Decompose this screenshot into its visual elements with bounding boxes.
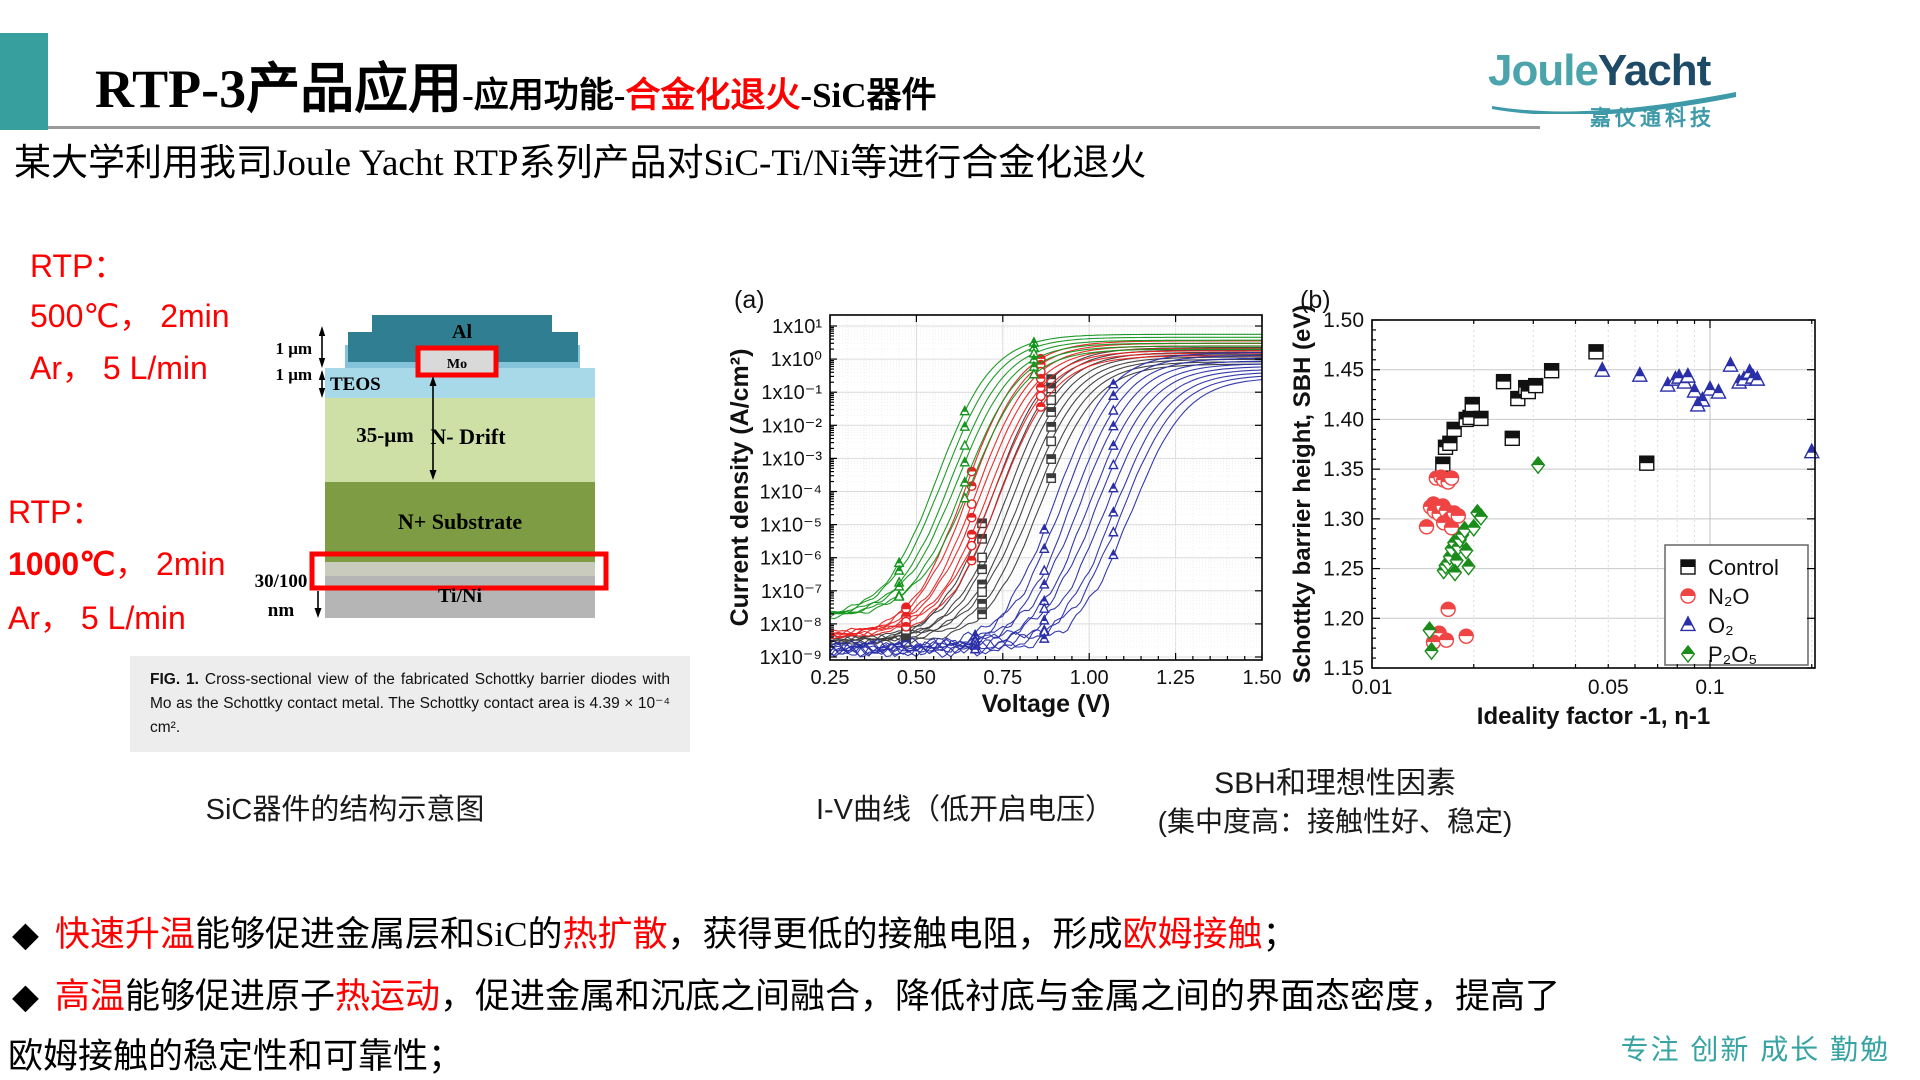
al-label: Al	[452, 321, 472, 343]
svg-text:1.30: 1.30	[1323, 508, 1364, 531]
svg-text:Current density (A/cm²): Current density (A/cm²)	[726, 349, 754, 627]
tini-layer	[325, 576, 595, 618]
tini-interface-highlight	[309, 551, 609, 591]
logo-swoosh-icon	[1492, 92, 1736, 114]
teos-label: TEOS	[330, 374, 381, 395]
company-logo: JouleYacht 嘉仪通科技	[1488, 46, 1748, 130]
drift-dim-label: 35-μm	[356, 423, 414, 447]
svg-text:0.1: 0.1	[1695, 676, 1724, 699]
svg-text:0.25: 0.25	[811, 667, 850, 689]
dim-1um-bottom: 1 μm	[275, 365, 312, 384]
substrate-label: N+ Substrate	[398, 509, 523, 534]
svg-text:1x10⁻⁹: 1x10⁻⁹	[760, 647, 823, 669]
rtp1-line1: RTP：	[30, 248, 126, 284]
bullet-2: ◆ 高温能够促进原子热运动，促进金属和沉底之间融合，降低衬底与金属之间的界面态密度…	[12, 968, 1560, 1019]
fig-caption: FIG. 1. Cross-sectional view of the fabr…	[130, 656, 690, 753]
al-top-layer	[372, 315, 552, 347]
svg-text:N₂O: N₂O	[1708, 584, 1750, 609]
svg-text:1x10⁰: 1x10⁰	[771, 349, 822, 371]
svg-text:1x10⁻¹: 1x10⁻¹	[761, 382, 822, 404]
bullet-2-diamond-icon: ◆	[12, 977, 39, 1016]
svg-text:0.05: 0.05	[1588, 676, 1629, 699]
svg-text:1x10¹: 1x10¹	[772, 316, 822, 338]
title-highlight: 合金化退火	[625, 76, 801, 115]
iv-chart: 1x10¹ 1x10⁰ 1x10⁻¹ 1x10⁻² 1x10⁻³ 1x10⁻⁴ 1x10⁻⁵…	[726, 286, 1282, 718]
tini-label: Ti/Ni	[438, 585, 483, 607]
caption-sbh-line1: SBH和理想性因素	[1214, 767, 1456, 800]
bullet-3: 欧姆接触的稳定性和可靠性；	[8, 1028, 463, 1079]
caption-iv: I-V曲线（低开启电压）	[815, 794, 1115, 826]
footer-motto: 专注 创新 成长 勤勉	[1620, 1034, 1890, 1065]
svg-text:1.00: 1.00	[1070, 667, 1109, 689]
mo-contact-highlight	[415, 345, 499, 378]
mo-label: Mo	[447, 357, 467, 372]
svg-text:1.25: 1.25	[1156, 667, 1195, 689]
bullet-3-text: 欧姆接触的稳定性和可靠性；	[8, 1037, 464, 1076]
bullet-1-diamond-icon: ◆	[12, 915, 39, 954]
bullet-1: ◆ 快速升温能够促进金属层和SiC的热扩散，获得更低的接触电阻，形成欧姆接触；	[12, 906, 1298, 957]
logo-wordmark: JouleYacht	[1488, 46, 1711, 95]
svg-text:Ideality factor -1, η-1: Ideality factor -1, η-1	[1477, 703, 1710, 730]
logo-part2: Yacht	[1597, 46, 1711, 95]
rtp2-line2: 1000℃， 2min	[8, 546, 226, 582]
rtp-annotation-2: RTP： 1000℃， 2min Ar， 5 L/min	[8, 496, 308, 646]
title-main: RTP-3产品应用	[95, 59, 463, 119]
svg-text:1x10⁻²: 1x10⁻²	[761, 415, 822, 437]
svg-text:1x10⁻⁴: 1x10⁻⁴	[759, 482, 822, 504]
rtp2-line1: RTP：	[8, 494, 104, 530]
svg-text:Voltage (V): Voltage (V)	[982, 690, 1111, 718]
logo-part1: Joule	[1488, 46, 1599, 95]
accent-bar	[0, 33, 48, 130]
svg-text:0.50: 0.50	[897, 667, 936, 689]
rtp-annotation-1: RTP： 500℃， 2min Ar， 5 L/min	[30, 250, 290, 390]
title-seg2: -SiC器件	[800, 76, 937, 115]
dimension-arrowheads	[314, 326, 437, 618]
n-substrate-layer	[325, 482, 595, 562]
svg-text:1x10⁻⁸: 1x10⁻⁸	[760, 614, 822, 636]
svg-text:1.45: 1.45	[1323, 359, 1364, 382]
dim-nm: nm	[268, 600, 295, 621]
device-diagram: Al Mo TEOS 35-μm N- Drift N+ Substrate T…	[255, 315, 609, 621]
interface-strip	[325, 562, 595, 576]
svg-text:Control: Control	[1708, 555, 1779, 580]
caption-structure: SiC器件的结构示意图	[205, 794, 485, 826]
dim-30-100: 30/100	[255, 571, 308, 592]
bullet-2-text: 高温能够促进原子热运动，促进金属和沉底之间融合，降低衬底与金属之间的界面态密度，…	[54, 977, 1560, 1016]
svg-text:(b): (b)	[1300, 286, 1331, 314]
subtitle: 某大学利用我司Joule Yacht RTP系列产品对SiC-Ti/Ni等进行合…	[14, 143, 1147, 184]
svg-text:1.35: 1.35	[1323, 458, 1364, 481]
sbh-chart: Control N₂O O₂ P₂O₅ 1.50 1.45 1.40 1.35 1.30 1.25…	[1290, 286, 1820, 730]
page-title: RTP-3产品应用-应用功能-合金化退火-SiC器件	[95, 44, 937, 123]
svg-text:O₂: O₂	[1708, 613, 1734, 638]
svg-text:(a): (a)	[734, 286, 765, 314]
logo-cn-name: 嘉仪通科技	[1590, 107, 1715, 130]
header-divider	[48, 126, 1540, 129]
rtp1-line2: 500℃， 2min	[30, 298, 230, 334]
dim-1um-top: 1 μm	[275, 339, 312, 358]
title-seg1: -应用功能-	[462, 76, 626, 115]
rtp1-line3: Ar， 5 L/min	[30, 350, 208, 386]
drift-label: N- Drift	[430, 424, 506, 449]
svg-text:1x10⁻⁵: 1x10⁻⁵	[760, 515, 822, 537]
svg-text:1.50: 1.50	[1323, 309, 1364, 332]
svg-text:1.40: 1.40	[1323, 408, 1364, 431]
svg-text:1.20: 1.20	[1323, 607, 1364, 630]
caption-sbh-line2: (集中度高：接触性好、稳定)	[1157, 806, 1513, 837]
svg-text:0.75: 0.75	[983, 667, 1022, 689]
svg-text:1x10⁻⁶: 1x10⁻⁶	[760, 548, 822, 570]
svg-text:1.15: 1.15	[1323, 657, 1364, 680]
svg-text:0.01: 0.01	[1352, 676, 1393, 699]
svg-text:1x10⁻³: 1x10⁻³	[761, 448, 822, 470]
svg-text:Schottky barrier height, SBH (: Schottky barrier height, SBH (eV)	[1290, 305, 1316, 684]
svg-text:1.25: 1.25	[1323, 558, 1364, 581]
rtp2-line3: Ar， 5 L/min	[8, 600, 186, 636]
n-drift-layer	[325, 398, 595, 482]
bullet-1-text: 快速升温能够促进金属层和SiC的热扩散，获得更低的接触电阻，形成欧姆接触；	[54, 915, 1298, 954]
svg-text:P₂O₅: P₂O₅	[1708, 642, 1757, 667]
svg-text:1x10⁻⁷: 1x10⁻⁷	[761, 581, 822, 603]
svg-text:1.50: 1.50	[1243, 667, 1282, 689]
